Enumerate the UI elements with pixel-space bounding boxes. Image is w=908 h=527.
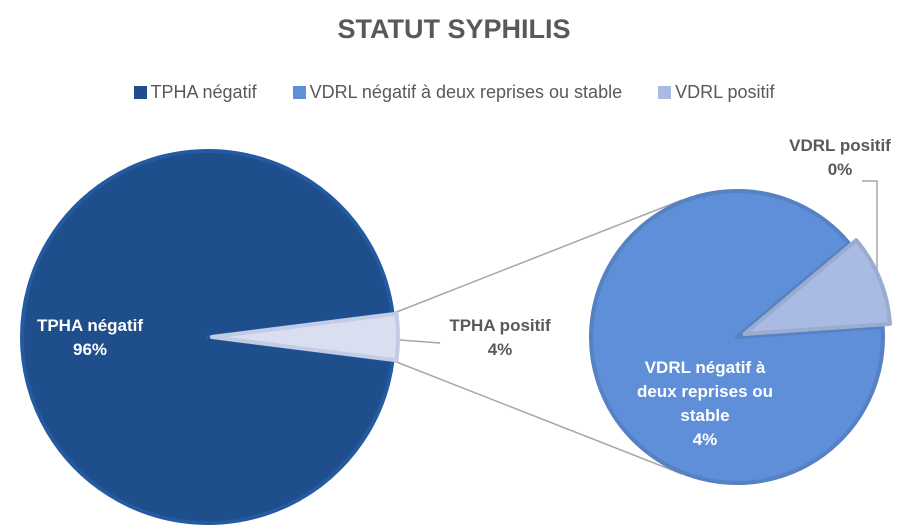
leader-line: [399, 339, 441, 344]
data-label: VDRL négatif à deux reprises ou stable 4%: [625, 356, 785, 452]
leader-line: [862, 180, 878, 298]
data-label: TPHA positif 4%: [430, 314, 570, 362]
label-value: 96%: [72, 340, 108, 359]
legend-label: VDRL négatif à deux reprises ou stable: [309, 82, 623, 102]
label-name: VDRL négatif à deux reprises ou stable: [636, 358, 774, 425]
pie-slice: [20, 149, 395, 525]
data-label: VDRL positif 0%: [770, 134, 908, 182]
label-value: 0%: [827, 160, 853, 179]
pie-slice: [210, 311, 400, 363]
chart-title: STATUT SYPHILIS: [337, 14, 571, 44]
legend-swatch: [133, 86, 147, 99]
connector-line: [393, 199, 683, 314]
legend-swatch: [292, 86, 306, 99]
legend: TPHA négatif VDRL négatif à deux reprises…: [0, 82, 908, 103]
label-name: TPHA négatif: [36, 316, 144, 335]
label-value: 4%: [692, 430, 718, 449]
data-label: TPHA négatif 96%: [10, 314, 170, 362]
pie-slice: [589, 189, 885, 485]
legend-item: VDRL négatif à deux reprises ou stable: [292, 82, 623, 103]
label-value: 4%: [487, 340, 513, 359]
label-name: TPHA positif: [449, 316, 551, 335]
connector-line: [393, 360, 683, 475]
legend-label: VDRL positif: [675, 82, 775, 102]
legend-swatch: [658, 86, 672, 99]
pie-slice: [742, 238, 893, 337]
legend-item: VDRL positif: [658, 82, 774, 103]
legend-label: TPHA négatif: [150, 82, 257, 102]
label-name: VDRL positif: [789, 136, 891, 155]
legend-item: TPHA négatif: [133, 82, 257, 103]
